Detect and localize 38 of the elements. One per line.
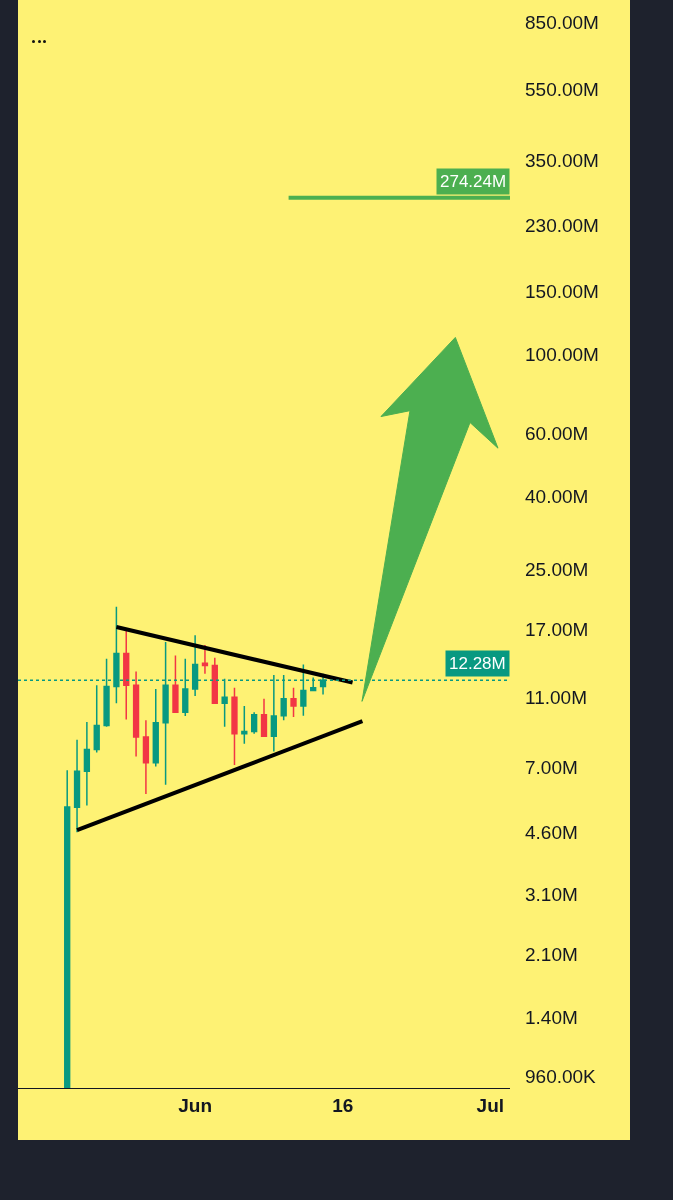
x-tick-label: Jul (476, 1094, 505, 1116)
candlestick (201, 644, 209, 675)
ref-line-label: 274.24M (440, 172, 507, 191)
y-tick-label: 7.00M (525, 757, 578, 779)
y-tick-label: 2.10M (525, 944, 578, 966)
candlestick (132, 670, 140, 758)
candlestick (142, 719, 150, 795)
candlestick (251, 711, 258, 735)
y-tick-label: 960.00K (525, 1065, 597, 1087)
candlestick (93, 684, 100, 754)
candlestick (83, 721, 91, 807)
y-tick-label: 230.00M (525, 214, 599, 236)
candlestick (64, 769, 71, 1088)
y-tick-label: 850.00M (525, 11, 599, 33)
y-tick-label: 17.00M (525, 619, 589, 641)
y-tick-label: 350.00M (525, 149, 599, 171)
y-tick-label: 4.60M (525, 822, 578, 844)
candlestick (211, 656, 218, 704)
candlestick (231, 687, 238, 766)
candlestick (73, 739, 81, 833)
y-tick-label: 100.00M (525, 344, 599, 366)
y-tick-label: 11.00M (525, 687, 587, 709)
x-tick-label: Jun (178, 1094, 213, 1116)
y-tick-label: 60.00M (525, 423, 589, 445)
y-tick-label: 550.00M (525, 79, 599, 101)
candlestick (123, 629, 130, 721)
y-tick-label: 25.00M (525, 559, 589, 581)
candlestick (260, 698, 268, 737)
candlestick (290, 687, 297, 718)
y-tick-label: 1.40M (525, 1007, 578, 1029)
candlestick (152, 688, 159, 768)
y-tick-label: 150.00M (525, 281, 599, 303)
y-tick-label: 3.10M (525, 883, 578, 905)
y-tick-label: 40.00M (525, 486, 589, 508)
x-tick-label: 16 (332, 1094, 354, 1116)
ref-line-label: 12.28M (449, 654, 506, 673)
candlestick (241, 705, 248, 745)
candlestick (172, 654, 179, 713)
